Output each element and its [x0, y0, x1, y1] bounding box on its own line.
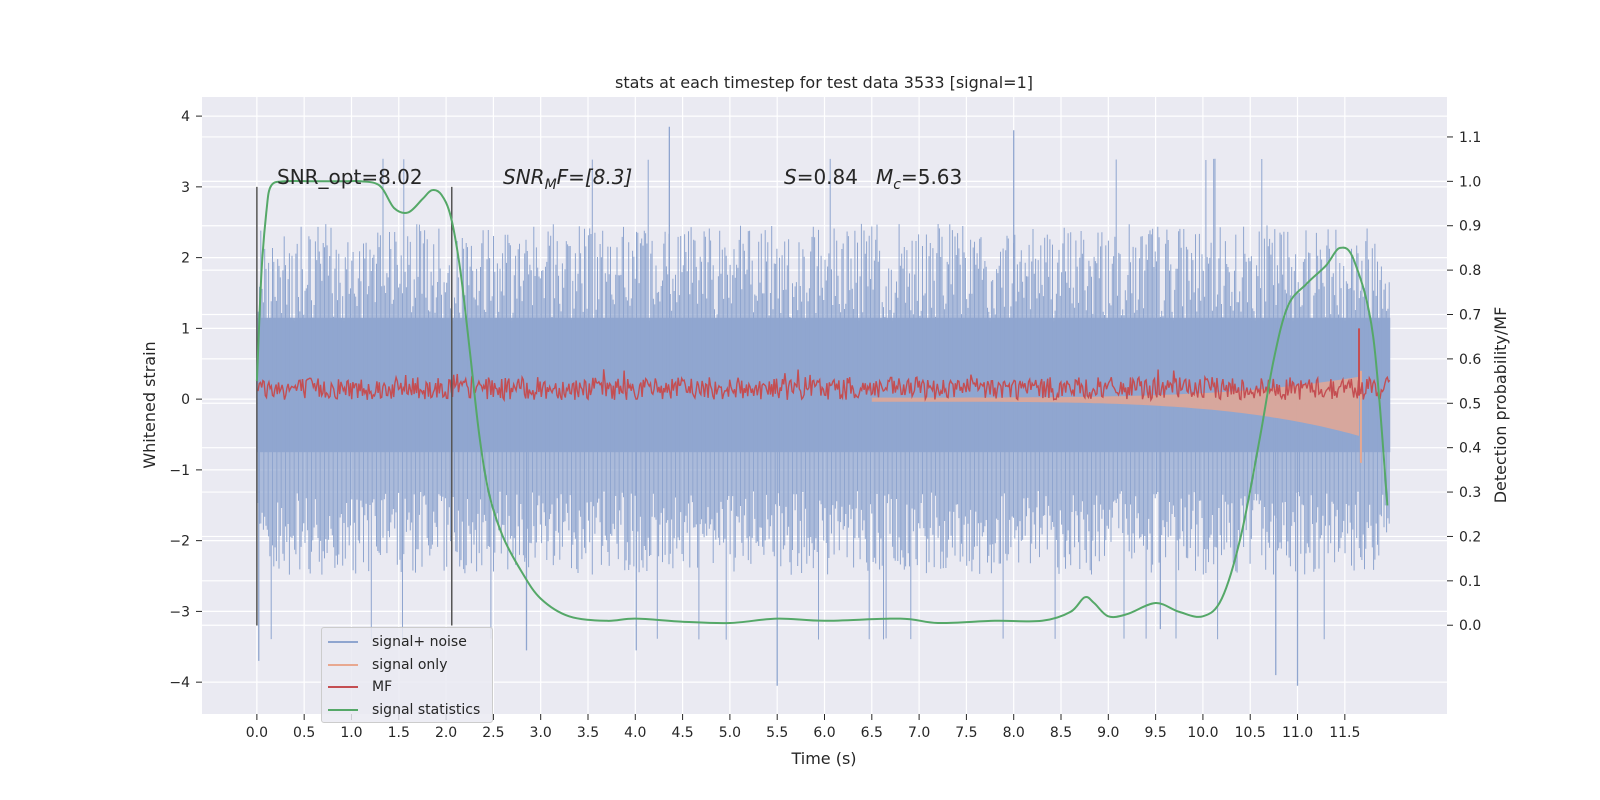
y-tick-label: −1	[169, 463, 190, 479]
series-layer	[255, 126, 1391, 686]
legend-item-signal-only: signal only	[328, 654, 486, 677]
x-tick-label: 0.0	[246, 725, 268, 741]
y-axis-label-right: Detection probability/MF	[1491, 307, 1510, 504]
y-right-tick-label: 0.3	[1459, 485, 1481, 501]
y-tick-label: 2	[181, 251, 190, 267]
x-tick-label: 5.0	[719, 725, 741, 741]
x-tick-label: 2.5	[482, 725, 504, 741]
y-tick-label: 1	[181, 321, 190, 337]
x-tick-label: 7.5	[955, 725, 977, 741]
y-right-tick-label: 1.1	[1459, 130, 1481, 146]
signal-statistics-line	[255, 179, 1389, 625]
x-tick-label: 1.5	[388, 725, 410, 741]
legend-swatch-mf	[328, 686, 358, 689]
x-tick-label: 8.5	[1050, 725, 1072, 741]
x-tick-label: 8.0	[1003, 725, 1025, 741]
y-tick-label: −4	[169, 675, 190, 691]
annotation-snr-mf-prefix: SNR	[503, 165, 545, 189]
y-right-tick-label: 0.9	[1459, 219, 1481, 235]
legend-item-signal-noise: signal+ noise	[328, 631, 486, 654]
annotation-mc-label: M	[876, 165, 893, 189]
x-tick-label: 9.5	[1144, 725, 1166, 741]
x-tick-label: 3.0	[530, 725, 552, 741]
x-tick-label: 4.0	[624, 725, 646, 741]
legend-swatch-signal-statistics	[328, 708, 358, 711]
x-tick-label: 3.5	[577, 725, 599, 741]
chart-title: stats at each timestep for test data 353…	[615, 73, 1033, 92]
x-tick-label: 2.0	[435, 725, 457, 741]
y-right-tick-label: 0.2	[1459, 529, 1481, 545]
annotation-snr-mf-sub: M	[545, 177, 557, 193]
legend-label-signal-noise: signal+ noise	[372, 634, 467, 651]
y-tick-label: 4	[181, 109, 190, 125]
x-tick-label: 4.5	[671, 725, 693, 741]
legend-label-signal-statistics: signal statistics	[372, 701, 481, 718]
annotation-snr-opt: SNR_opt=8.02	[277, 165, 423, 189]
x-tick-label: 9.0	[1097, 725, 1119, 741]
y-right-tick-label: 0.1	[1459, 574, 1481, 590]
annotation-snr-mf: SNRMF=[8.3]	[503, 165, 632, 193]
y-axis-label: Whitened strain	[140, 341, 159, 468]
legend-label-signal-only: signal only	[372, 656, 448, 673]
annotation-s-mc: S=0.84 Mc=5.63	[784, 165, 962, 193]
annotation-mc-sub: c	[893, 177, 901, 193]
mf-trace	[256, 369, 1391, 403]
legend: signal+ noise signal only MF signal stat…	[321, 627, 493, 723]
x-tick-label: 11.5	[1329, 725, 1360, 741]
annotation-s-value: =0.84	[797, 165, 858, 189]
y-right-tick-label: 0.0	[1459, 618, 1481, 634]
x-axis-label: Time (s)	[790, 749, 856, 768]
legend-swatch-signal-noise	[328, 641, 358, 644]
y-right-tick-label: 0.6	[1459, 352, 1481, 368]
y-right-tick-label: 0.4	[1459, 441, 1481, 457]
x-tick-label: 1.0	[340, 725, 362, 741]
legend-swatch-signal-only	[328, 663, 358, 666]
y-tick-label: 3	[181, 180, 190, 196]
x-tick-label: 0.5	[293, 725, 315, 741]
x-tick-label: 5.5	[766, 725, 788, 741]
annotation-snr-mf-rest: F=[8.3]	[557, 165, 633, 189]
x-tick-label: 6.5	[861, 725, 883, 741]
y-right-tick-label: 0.5	[1459, 396, 1481, 412]
y-right-tick-label: 0.8	[1459, 263, 1481, 279]
legend-item-mf: MF	[328, 676, 486, 699]
x-tick-label: 6.0	[813, 725, 835, 741]
y-tick-label: −2	[169, 534, 190, 550]
y-right-tick-label: 0.7	[1459, 308, 1481, 324]
legend-item-signal-statistics: signal statistics	[328, 699, 486, 722]
y-tick-label: −3	[169, 604, 190, 620]
annotation-s-label: S	[784, 165, 797, 189]
x-tick-label: 7.0	[908, 725, 930, 741]
x-tick-label: 10.0	[1187, 725, 1218, 741]
x-tick-label: 11.0	[1282, 725, 1313, 741]
annotation-mc-value: =5.63	[901, 165, 962, 189]
x-tick-label: 10.5	[1235, 725, 1266, 741]
legend-label-mf: MF	[372, 679, 393, 696]
y-tick-label: 0	[181, 392, 190, 408]
y-right-tick-label: 1.0	[1459, 174, 1481, 190]
ticks-layer: 0.0 0.5 1.0 1.5 2.0 2.5 3.0 3.5 4.0 4.5 5.0 5.5 6.0 6…	[169, 109, 1481, 741]
